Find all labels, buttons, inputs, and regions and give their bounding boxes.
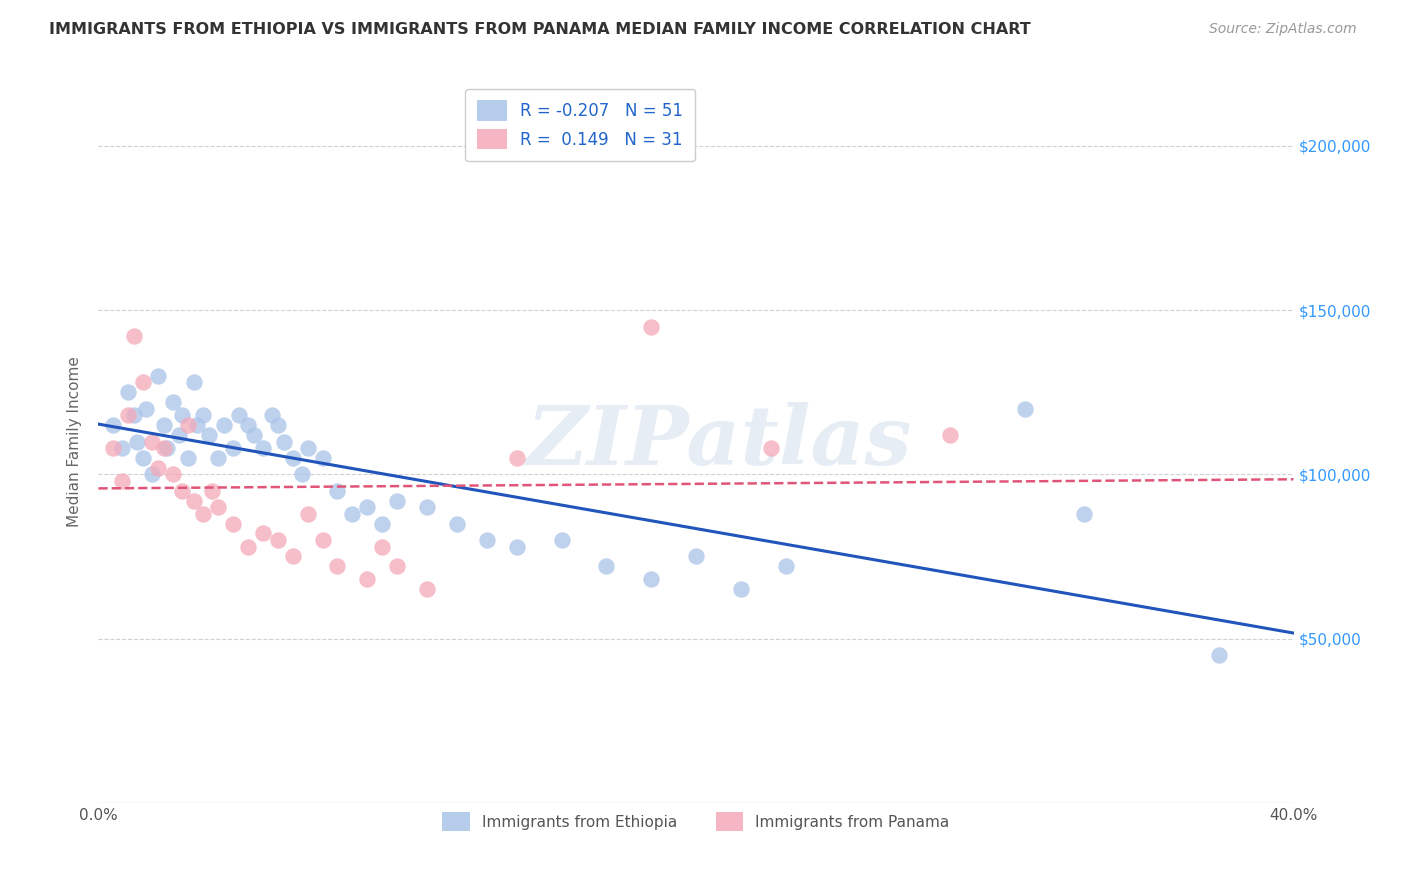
Point (267, 418, 290, 433)
Point (222, 516, 245, 531)
Point (127, 434, 149, 449)
Point (281, 450, 304, 465)
Point (135, 401, 157, 416)
Point (243, 428, 266, 442)
Text: IMMIGRANTS FROM ETHIOPIA VS IMMIGRANTS FROM PANAMA MEDIAN FAMILY INCOME CORRELAT: IMMIGRANTS FROM ETHIOPIA VS IMMIGRANTS F… (49, 22, 1031, 37)
Point (595, 559, 617, 574)
Point (132, 376, 155, 390)
Point (148, 460, 170, 475)
Point (685, 549, 707, 564)
Point (506, 540, 529, 554)
Point (172, 409, 194, 423)
Point (162, 395, 184, 409)
Point (640, 573, 662, 587)
Point (141, 434, 163, 449)
Point (207, 450, 229, 465)
Point (297, 507, 319, 521)
Point (124, 409, 146, 423)
Point (1014, 401, 1036, 416)
Point (939, 428, 962, 442)
Y-axis label: Median Family Income: Median Family Income (67, 356, 83, 527)
Point (141, 467, 163, 482)
Point (775, 559, 797, 574)
Point (252, 526, 274, 541)
Point (111, 441, 134, 455)
Point (385, 559, 409, 574)
Point (416, 500, 439, 515)
Point (260, 409, 283, 423)
Text: ZIPatlas: ZIPatlas (527, 401, 912, 482)
Point (371, 516, 394, 531)
Point (156, 441, 179, 455)
Point (311, 450, 333, 465)
Point (222, 441, 245, 455)
Point (124, 329, 146, 343)
Point (212, 418, 235, 433)
Point (177, 418, 200, 433)
Point (228, 409, 250, 423)
Point (177, 450, 200, 465)
Point (103, 418, 125, 433)
Point (291, 467, 314, 482)
Point (759, 441, 782, 455)
Point (273, 434, 295, 449)
Point (186, 418, 208, 433)
Point (191, 409, 214, 423)
Point (550, 533, 572, 547)
Point (371, 540, 394, 554)
Point (356, 573, 378, 587)
Point (475, 533, 498, 547)
Point (236, 418, 259, 433)
Point (148, 368, 170, 383)
Point (191, 507, 214, 521)
Point (311, 533, 333, 547)
Point (1073, 507, 1095, 521)
Point (342, 507, 364, 521)
Point (183, 376, 205, 390)
Point (506, 450, 529, 465)
Point (172, 483, 194, 498)
Point (252, 441, 274, 455)
Point (385, 493, 409, 508)
Point (167, 428, 190, 442)
Point (111, 474, 134, 488)
Legend: Immigrants from Ethiopia, Immigrants from Panama: Immigrants from Ethiopia, Immigrants fro… (434, 805, 957, 838)
Point (446, 516, 468, 531)
Point (117, 385, 139, 400)
Point (356, 500, 378, 515)
Point (132, 450, 155, 465)
Point (153, 441, 176, 455)
Text: Source: ZipAtlas.com: Source: ZipAtlas.com (1209, 22, 1357, 37)
Point (183, 493, 205, 508)
Point (416, 582, 439, 597)
Point (640, 319, 662, 334)
Point (201, 483, 224, 498)
Point (730, 582, 752, 597)
Point (281, 549, 304, 564)
Point (162, 467, 184, 482)
Point (326, 483, 349, 498)
Point (326, 559, 349, 574)
Point (236, 540, 259, 554)
Point (207, 500, 229, 515)
Point (1208, 648, 1230, 662)
Point (267, 533, 290, 547)
Point (103, 441, 125, 455)
Point (153, 418, 176, 433)
Point (117, 409, 139, 423)
Point (297, 441, 319, 455)
Point (198, 428, 221, 442)
